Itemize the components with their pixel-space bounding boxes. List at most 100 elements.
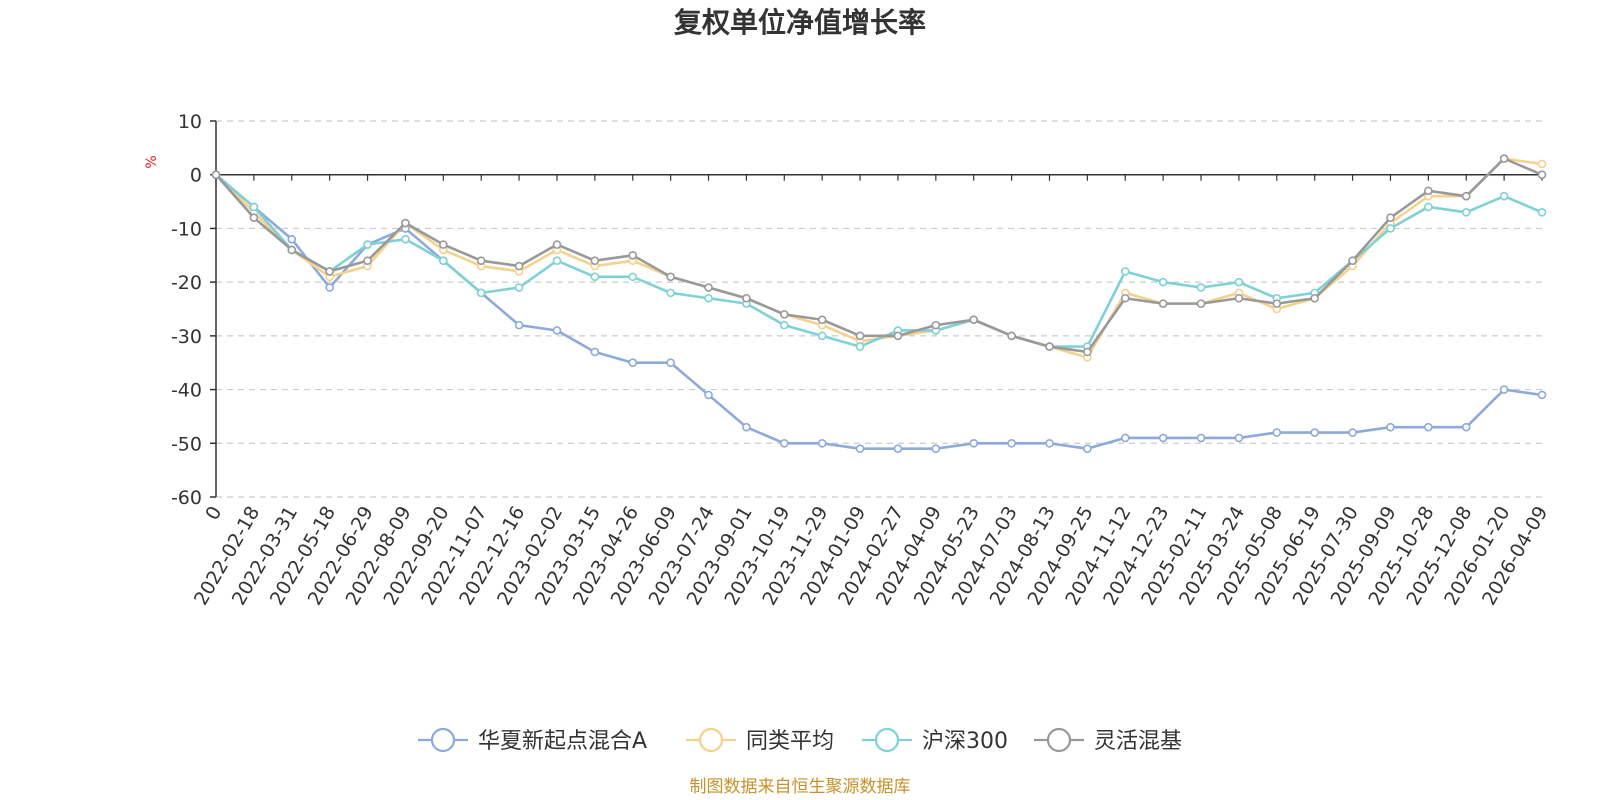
legend-item[interactable]: 沪深300 [862, 727, 1008, 754]
data-point [552, 256, 562, 265]
data-point [1348, 428, 1357, 437]
data-point [211, 170, 221, 180]
data-point [855, 342, 865, 351]
data-point [1158, 433, 1168, 443]
data-point [363, 240, 372, 249]
data-point [742, 293, 751, 303]
data-point [287, 245, 297, 255]
legend[interactable]: 华夏新起点混合A 同类平均 沪深300 灵活混基 [418, 727, 1182, 754]
data-point [1158, 277, 1168, 287]
data-point [855, 331, 865, 341]
legend-marker [874, 727, 900, 753]
data-point [1045, 342, 1054, 351]
data-point [1234, 433, 1244, 443]
data-point [1348, 256, 1357, 265]
series-lines [211, 154, 1547, 453]
data-point [931, 320, 941, 330]
data-point [666, 272, 675, 282]
legend-marker [698, 727, 724, 753]
y-tick-label: -50 [171, 433, 202, 455]
data-point [779, 320, 789, 330]
source-note: 制图数据来自恒生聚源数据库 [690, 777, 911, 797]
data-point [704, 293, 713, 303]
data-point [742, 422, 751, 432]
data-point [1310, 293, 1319, 303]
chart-title: 复权单位净值增长率 [674, 6, 926, 39]
data-point [514, 261, 524, 271]
data-point [1120, 433, 1130, 443]
data-point [1461, 208, 1471, 217]
data-point [249, 202, 259, 212]
data-point [590, 347, 600, 357]
data-point [969, 315, 979, 325]
axes [215, 121, 1543, 497]
data-point [1461, 422, 1471, 432]
legend-item[interactable]: 同类平均 [686, 727, 834, 754]
data-point [1537, 159, 1547, 169]
data-point [363, 256, 372, 265]
data-point [817, 315, 827, 325]
data-point [249, 213, 259, 222]
data-point [1158, 299, 1168, 308]
y-tick-label: -60 [171, 487, 202, 509]
y-tick-labels: 10 0 -10 -20 -30 -40 -50 -60 [171, 111, 216, 509]
y-tick-label: -30 [171, 326, 202, 348]
data-point [893, 444, 903, 453]
data-point [1234, 293, 1244, 303]
data-point [325, 267, 334, 276]
data-point [590, 272, 600, 282]
data-point [817, 438, 827, 448]
data-point [1386, 224, 1395, 233]
series-line [215, 157, 1543, 354]
data-point [476, 256, 486, 265]
y-tick-label: -10 [171, 218, 202, 240]
data-point [439, 240, 448, 249]
y-tick-label: -20 [171, 272, 202, 294]
data-point [1234, 277, 1244, 287]
data-point [1386, 422, 1395, 432]
data-point [931, 444, 941, 453]
data-point [779, 310, 789, 319]
data-point [325, 283, 334, 292]
legend-label: 华夏新起点混合A [478, 729, 647, 754]
data-point [401, 218, 410, 228]
data-point [1196, 433, 1206, 443]
legend-item[interactable]: 华夏新起点混合A [418, 727, 647, 754]
data-point [1120, 267, 1130, 276]
data-point [817, 331, 827, 341]
data-point [1083, 444, 1092, 453]
data-point [1499, 154, 1509, 163]
data-point [969, 438, 979, 448]
y-tick-label: -40 [171, 380, 202, 402]
data-point [476, 288, 486, 298]
legend-item[interactable]: 灵活混基 [1034, 727, 1182, 754]
data-point [1537, 170, 1547, 180]
data-point [401, 234, 410, 244]
data-point [628, 358, 638, 368]
data-point [779, 438, 789, 448]
data-point [1272, 299, 1282, 308]
data-point [1196, 283, 1206, 292]
data-point [1386, 213, 1395, 222]
data-point [552, 326, 562, 335]
data-point [666, 358, 675, 368]
data-point [1045, 438, 1054, 448]
series-line [215, 157, 1543, 359]
legend-marker [430, 727, 456, 753]
data-point [1083, 347, 1092, 357]
data-point [855, 444, 865, 453]
legend-label: 灵活混基 [1094, 729, 1182, 754]
data-point [1120, 293, 1130, 303]
x-tick-labels: 02022-02-182022-03-312022-05-182022-06-2… [190, 503, 1552, 610]
data-point [1424, 202, 1433, 212]
data-point [704, 390, 713, 400]
data-point [287, 234, 297, 244]
data-point [552, 240, 562, 249]
data-point [1424, 186, 1433, 196]
data-point [704, 283, 713, 292]
y-unit-label: % [144, 155, 160, 168]
legend-marker [1046, 727, 1072, 753]
data-point [1424, 422, 1433, 432]
data-point [1272, 428, 1282, 437]
